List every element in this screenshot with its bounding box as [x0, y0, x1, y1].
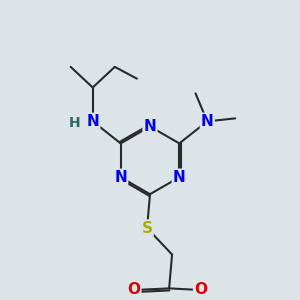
Text: N: N [114, 170, 127, 185]
Text: N: N [86, 114, 99, 129]
Text: O: O [194, 282, 207, 297]
Text: O: O [127, 282, 140, 297]
Text: S: S [142, 220, 153, 236]
Text: N: N [173, 170, 186, 185]
Text: N: N [144, 119, 156, 134]
Text: N: N [201, 114, 214, 129]
Text: H: H [69, 116, 80, 130]
